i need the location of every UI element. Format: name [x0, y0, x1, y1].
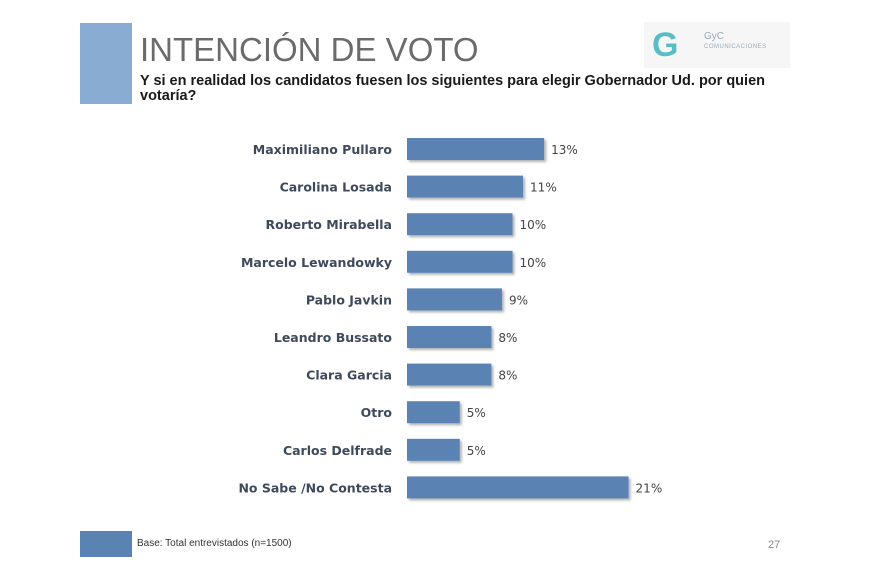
category-label: No Sabe /No Contesta	[238, 480, 392, 495]
category-label: Marcelo Lewandowky	[241, 255, 392, 270]
category-label: Leandro Bussato	[274, 330, 393, 345]
footnote: Base: Total entrevistados (n=1500)	[137, 538, 292, 549]
bar-6	[407, 363, 492, 386]
category-label: Pablo Javkin	[306, 292, 392, 307]
category-label: Roberto Mirabella	[266, 217, 392, 232]
bar-4	[407, 288, 502, 311]
bar-8	[407, 438, 460, 461]
bar-3	[407, 250, 513, 273]
category-label: Maximiliano Pullaro	[253, 142, 393, 157]
bar-1	[407, 175, 524, 198]
logo-tagline: COMUNICACIONES	[704, 44, 767, 50]
title-accent-block	[80, 23, 132, 104]
data-label: 9%	[509, 293, 528, 307]
category-label: Carlos Delfrade	[283, 443, 392, 458]
logo-name: GyC	[704, 31, 724, 42]
bar-9	[407, 476, 629, 499]
page-title: INTENCIÓN DE VOTO	[140, 31, 479, 68]
data-label: 8%	[498, 331, 517, 345]
data-label: 5%	[467, 406, 486, 420]
footnote-color-box	[80, 531, 132, 557]
category-label: Clara Garcia	[306, 368, 392, 383]
question-subtitle: Y si en realidad los candidatos fuesen l…	[140, 73, 765, 104]
bar-7	[407, 401, 460, 424]
logo-mark-icon: G	[652, 26, 679, 64]
category-label: Carolina Losada	[280, 180, 392, 195]
data-label: 8%	[498, 369, 517, 383]
category-label: Otro	[361, 405, 393, 420]
page-number: 27	[768, 539, 781, 551]
gyc-logo: G GyC COMUNICACIONES	[644, 22, 790, 68]
bar-0	[407, 138, 545, 160]
data-label: 10%	[520, 256, 547, 270]
data-label: 10%	[520, 218, 547, 232]
data-label: 13%	[551, 143, 578, 157]
data-label: 21%	[636, 481, 663, 495]
data-label: 11%	[530, 181, 557, 195]
data-label: 5%	[467, 444, 486, 458]
bar-2	[407, 213, 513, 236]
bar-5	[407, 326, 492, 348]
